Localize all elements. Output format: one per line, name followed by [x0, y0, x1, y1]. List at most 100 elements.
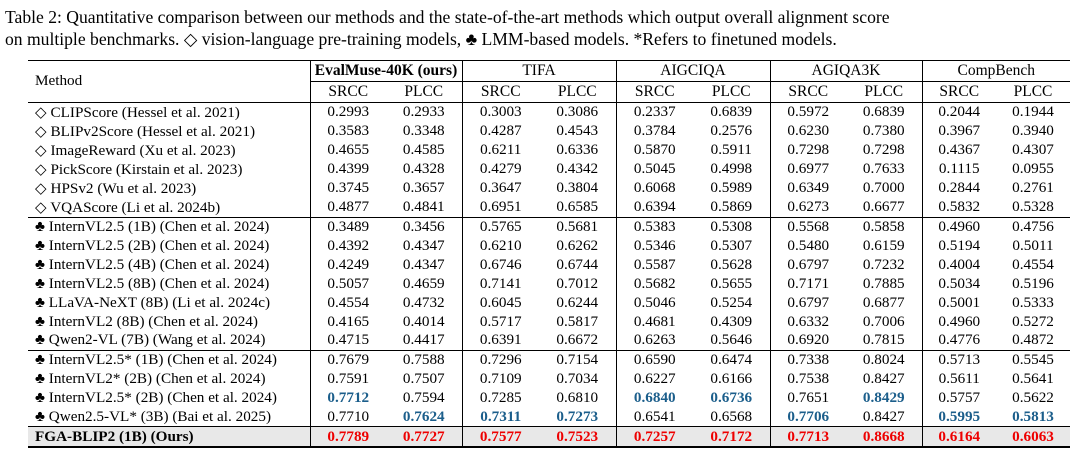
- value-cell: 0.6839: [710, 103, 753, 121]
- value-cell: 0.7141: [461, 274, 539, 294]
- value-cell: 0.5870: [615, 140, 693, 160]
- value-cell: 0.6585: [556, 198, 599, 216]
- value-cell: 0.4732: [402, 293, 445, 311]
- header-row-groups: Method EvalMuse-40K (ours) TIFA AIGCIQA AGIQ…: [28, 60, 1070, 103]
- table-header: Method EvalMuse-40K (ours) TIFA AIGCIQA AGIQ…: [28, 60, 1070, 103]
- method-cell: ♣ InternVL2.5 (2B) (Chen et al. 2024): [35, 236, 270, 254]
- value-cell: 0.6210: [461, 236, 539, 256]
- column-header-srcc: SRCC: [615, 81, 693, 103]
- value-cell: 0.0955: [1012, 160, 1054, 178]
- value-cell: 0.4307: [1012, 141, 1054, 159]
- table-row: ♣ InternVL2.5* (1B) (Chen et al. 2024) 0.…: [28, 349, 1070, 370]
- value-cell: 0.6045: [461, 293, 539, 313]
- value-cell: 0.5717: [461, 312, 539, 331]
- value-cell: 0.5911: [710, 141, 752, 159]
- value-cell: 0.5328: [1012, 198, 1054, 216]
- value-cell: 0.4960: [921, 216, 996, 237]
- value-cell: 0.6736: [710, 389, 753, 407]
- column-group-3: AGIQA3K: [769, 60, 922, 82]
- value-cell: 0.6349: [769, 178, 846, 198]
- column-header-plcc: PLCC: [996, 81, 1070, 103]
- value-cell: 0.2044: [921, 102, 996, 122]
- value-cell: 0.6590: [615, 349, 693, 370]
- method-cell: ♣ InternVL2.5* (1B) (Chen et al. 2024): [28, 349, 310, 370]
- value-cell: 0.5568: [769, 216, 846, 237]
- value-cell: 0.5611: [921, 369, 996, 389]
- method-cell: ♣ InternVL2.5* (2B) (Chen et al. 2024): [35, 389, 277, 407]
- value-cell: 0.4392: [309, 236, 386, 256]
- column-group-4: CompBench: [921, 60, 1070, 82]
- table-caption: Table 2: Quantitative comparison between…: [5, 7, 1080, 51]
- table-row: ♣ InternVL2 (8B) (Chen et al. 2024) 0.416…: [28, 312, 1070, 331]
- value-cell: 0.5757: [921, 388, 996, 408]
- value-cell: 0.7338: [769, 349, 846, 370]
- method-cell: ◇ HPSv2 (Wu et al. 2023): [35, 179, 197, 197]
- column-group-2: AIGCIQA: [615, 60, 770, 82]
- method-cell: ◇ CLIPScore (Hessel et al. 2021): [35, 103, 240, 121]
- value-cell: 0.7006: [862, 312, 905, 330]
- value-cell: 0.3657: [402, 179, 445, 197]
- value-cell: 0.7298: [862, 141, 905, 159]
- method-cell: ♣ InternVL2.5 (1B) (Chen et al. 2024): [28, 216, 310, 237]
- value-cell: 0.4960: [921, 312, 996, 331]
- value-cell: 0.5308: [693, 216, 770, 237]
- column-header-method: Method: [28, 60, 310, 103]
- value-cell: 0.6211: [461, 140, 539, 160]
- value-cell: 0.6391: [461, 330, 539, 351]
- value-cell: 0.6840: [615, 388, 693, 408]
- value-cell: 0.1115: [921, 159, 996, 179]
- value-cell: 0.5989: [710, 179, 753, 197]
- value-cell: 0.6677: [862, 198, 905, 216]
- value-cell: 0.6951: [461, 197, 539, 218]
- value-cell: 0.7380: [862, 122, 905, 140]
- value-cell: 0.7727: [386, 426, 462, 448]
- method-cell: ◇ VQAScore (Li et al. 2024b): [35, 198, 221, 216]
- value-cell: 0.2844: [921, 178, 996, 198]
- value-cell: 0.3784: [615, 121, 693, 141]
- value-cell: 0.7285: [461, 388, 539, 408]
- value-cell: 0.5858: [846, 216, 922, 237]
- value-cell: 0.6159: [862, 236, 905, 254]
- value-cell: 0.7679: [309, 349, 386, 370]
- value-cell: 0.5869: [710, 198, 753, 216]
- value-cell: 0.6332: [769, 312, 846, 331]
- value-cell: 0.8427: [862, 407, 905, 425]
- value-cell: 0.5383: [615, 216, 693, 237]
- value-cell: 0.4347: [402, 255, 445, 273]
- value-cell: 0.7232: [862, 255, 905, 273]
- value-cell: 0.3967: [921, 121, 996, 141]
- value-cell: 0.5333: [1012, 293, 1054, 311]
- value-cell: 0.2933: [402, 103, 445, 121]
- table-row: ◇ HPSv2 (Wu et al. 2023) 0.3745 0.3657 0.36…: [28, 178, 1070, 198]
- value-cell: 0.5545: [996, 349, 1070, 370]
- value-cell: 0.4342: [556, 160, 599, 178]
- table-body: ◇ CLIPScore (Hessel et al. 2021) 0.2993 0.…: [28, 102, 1070, 448]
- header-row-metrics: SRCC PLCC SRCC PLCC SRCC PLCC SRCC PLCC SRCC PLCC: [28, 81, 1070, 103]
- value-cell: 0.7311: [461, 407, 539, 427]
- value-cell: 0.7712: [309, 388, 386, 408]
- value-cell: 0.4014: [402, 312, 445, 330]
- table-row: ♣ LLaVA-NeXT (8B) (Li et al. 2024c) 0.455…: [28, 293, 1070, 313]
- table-row: ♣ InternVL2.5* (2B) (Chen et al. 2024) 0.…: [28, 388, 1070, 408]
- value-cell: 0.7034: [556, 370, 599, 388]
- value-cell: 0.7624: [402, 407, 445, 425]
- value-cell: 0.8427: [862, 370, 905, 388]
- method-cell: ♣ Qwen2.5-VL* (3B) (Bai et al. 2025): [35, 407, 272, 425]
- value-cell: 0.7588: [386, 349, 462, 370]
- value-cell: 0.5641: [1012, 370, 1054, 388]
- value-cell: 0.6839: [862, 103, 905, 121]
- value-cell: 0.5765: [461, 216, 539, 237]
- value-cell: 0.3647: [461, 178, 539, 198]
- value-cell: 0.4681: [615, 312, 693, 331]
- value-cell: 0.4998: [710, 160, 753, 178]
- value-cell: 0.6672: [556, 331, 599, 349]
- table-row: ◇ VQAScore (Li et al. 2024b) 0.4877 0.4841…: [28, 197, 1070, 218]
- value-cell: 0.4309: [710, 312, 753, 330]
- value-cell: 0.7000: [862, 179, 905, 197]
- value-cell: 0.5713: [921, 349, 996, 370]
- value-cell: 0.7633: [862, 160, 905, 178]
- value-cell: 0.4554: [309, 293, 386, 313]
- value-cell: 0.6877: [862, 293, 905, 311]
- value-cell: 0.8668: [846, 426, 922, 448]
- table-row: ◇ PickScore (Kirstain et al. 2023) 0.4399…: [28, 159, 1070, 179]
